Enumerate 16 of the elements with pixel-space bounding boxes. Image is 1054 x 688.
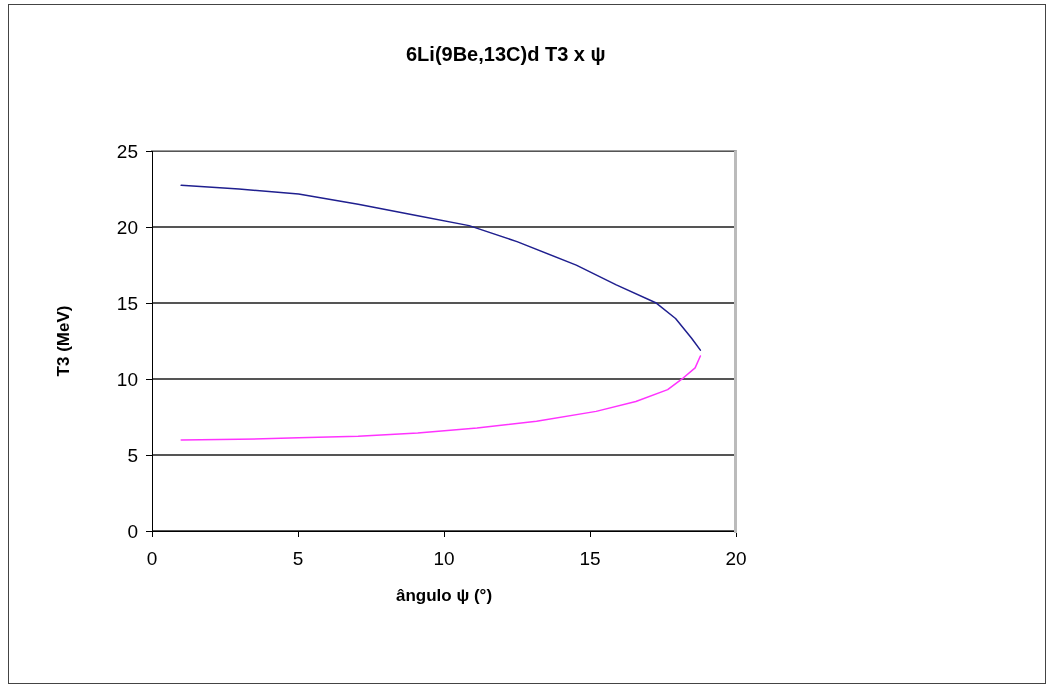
line-series [180, 355, 702, 441]
x-tick-label: 15 [579, 548, 601, 569]
y-tick-label: 20 [116, 216, 138, 238]
y-tick-label: 15 [116, 292, 138, 314]
y-tick-label: 0 [127, 520, 138, 542]
line-series [180, 184, 702, 351]
x-tick-label: 5 [292, 548, 304, 569]
x-tick-label: 0 [146, 548, 158, 569]
y-tick-label: 5 [127, 444, 138, 466]
chart-title: 6Li(9Be,13C)d T3 x ψ [406, 43, 606, 65]
x-axis-title: ângulo ψ (°) [395, 586, 493, 605]
x-tick-label: 10 [433, 548, 455, 569]
x-tick-label: 20 [725, 548, 747, 569]
y-tick-label: 10 [116, 368, 138, 390]
y-axis-title: T3 (MeV) [54, 305, 73, 377]
y-tick-label: 25 [116, 140, 138, 162]
